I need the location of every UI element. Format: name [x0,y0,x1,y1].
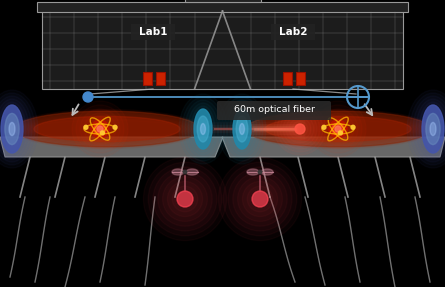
Circle shape [97,126,103,132]
Ellipse shape [227,103,257,155]
Ellipse shape [426,113,440,145]
Circle shape [113,125,117,129]
Ellipse shape [0,93,35,165]
Ellipse shape [201,123,206,135]
Ellipse shape [0,99,29,159]
FancyBboxPatch shape [131,24,175,40]
Circle shape [183,170,187,174]
Circle shape [329,120,347,138]
Ellipse shape [34,117,180,141]
Ellipse shape [230,106,254,152]
Ellipse shape [261,169,273,175]
FancyBboxPatch shape [185,0,260,2]
Ellipse shape [197,116,209,142]
Circle shape [83,92,93,102]
Ellipse shape [14,111,200,147]
Ellipse shape [251,114,425,144]
Text: Lab1: Lab1 [139,27,167,37]
Ellipse shape [20,114,194,144]
Ellipse shape [191,106,215,152]
FancyBboxPatch shape [42,9,403,89]
Ellipse shape [233,109,251,149]
Ellipse shape [194,109,212,149]
Ellipse shape [410,93,445,165]
Ellipse shape [12,110,202,148]
Ellipse shape [221,97,263,161]
Circle shape [335,126,341,132]
Circle shape [177,191,193,207]
Polygon shape [0,137,223,157]
FancyBboxPatch shape [217,101,331,120]
FancyBboxPatch shape [156,72,165,85]
FancyBboxPatch shape [143,72,152,85]
Ellipse shape [246,111,430,147]
Ellipse shape [182,97,224,161]
Ellipse shape [239,123,244,135]
FancyBboxPatch shape [271,24,315,40]
Circle shape [258,170,262,174]
Ellipse shape [22,115,192,143]
Ellipse shape [243,110,433,148]
Ellipse shape [1,105,23,153]
Ellipse shape [419,102,445,156]
Ellipse shape [27,119,187,139]
Ellipse shape [5,113,19,145]
Circle shape [84,125,88,129]
Ellipse shape [260,120,416,138]
Ellipse shape [0,96,32,162]
Text: Lab2: Lab2 [279,27,307,37]
Ellipse shape [224,100,260,158]
Ellipse shape [0,90,38,168]
Circle shape [332,123,344,135]
Ellipse shape [17,113,197,146]
Ellipse shape [9,122,15,135]
Ellipse shape [255,117,421,141]
Ellipse shape [245,111,431,147]
Circle shape [322,125,326,129]
FancyBboxPatch shape [283,72,292,85]
Ellipse shape [265,117,411,141]
Ellipse shape [29,120,185,138]
Ellipse shape [422,105,444,153]
Circle shape [351,125,355,129]
Ellipse shape [179,94,227,164]
Ellipse shape [247,169,259,175]
Circle shape [91,120,109,138]
Ellipse shape [416,99,445,159]
Circle shape [252,191,268,207]
Polygon shape [222,137,445,157]
FancyBboxPatch shape [296,72,305,85]
Circle shape [101,131,105,135]
Text: 60m optical fiber: 60m optical fiber [234,106,315,115]
Circle shape [94,123,106,135]
Ellipse shape [188,103,218,155]
FancyBboxPatch shape [37,2,408,12]
Ellipse shape [185,100,221,158]
Ellipse shape [407,90,445,168]
Ellipse shape [186,169,198,175]
Ellipse shape [172,169,184,175]
Ellipse shape [413,96,445,162]
Ellipse shape [248,113,428,146]
Circle shape [339,131,343,135]
Ellipse shape [258,119,418,139]
Ellipse shape [24,117,190,141]
Ellipse shape [0,102,26,156]
Ellipse shape [430,122,436,135]
Ellipse shape [218,94,266,164]
Circle shape [295,124,305,134]
Ellipse shape [236,116,248,142]
Ellipse shape [15,111,199,147]
Ellipse shape [253,115,423,143]
